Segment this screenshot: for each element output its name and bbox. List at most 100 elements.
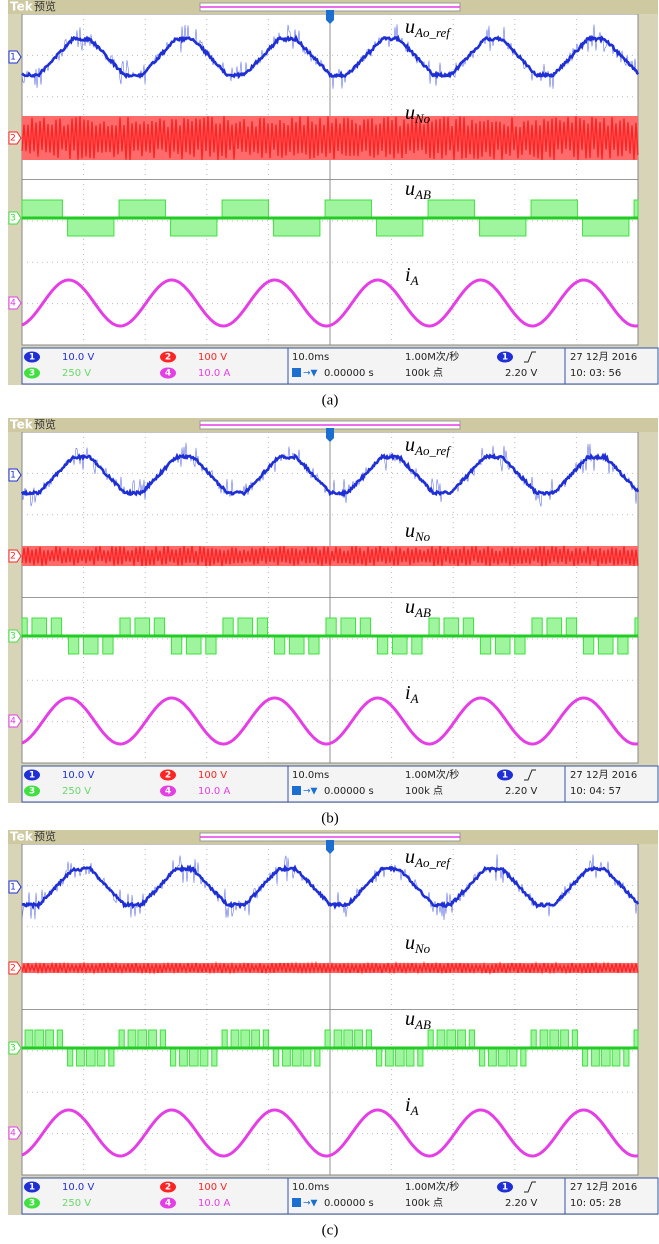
- ch3-pulse: [325, 1030, 330, 1048]
- ch3-pulse: [463, 618, 473, 636]
- ch3-pulse: [206, 636, 216, 654]
- ch3-pulse: [334, 1030, 342, 1048]
- ch3-pulse: [341, 618, 356, 636]
- ch3-pulse: [428, 1030, 433, 1048]
- ch3-pulse: [601, 1048, 610, 1066]
- signal-label-sub: A: [410, 1103, 419, 1118]
- ch3-pulse: [109, 1048, 114, 1066]
- status-badge-label: 2: [165, 1183, 171, 1193]
- trigger-badge-label: 1: [502, 1183, 508, 1193]
- ch3-pulse: [315, 1048, 320, 1066]
- ch3-pulse: [171, 218, 217, 236]
- ch3-pulse: [344, 1030, 353, 1048]
- status-scale: 10.0 A: [198, 368, 230, 379]
- ch3-pulse: [263, 1030, 268, 1048]
- ch3-pulse: [386, 1048, 394, 1066]
- record-length: 100k 点: [405, 367, 443, 379]
- status-scale: 250 V: [62, 368, 91, 379]
- channel-marker: 2: [10, 964, 16, 974]
- status-badge-label: 4: [165, 787, 171, 797]
- ch3-pulse: [566, 618, 576, 636]
- signal-label-base: u: [405, 434, 415, 456]
- channel-marker: 1: [10, 883, 16, 893]
- ch3-pulse: [222, 1030, 227, 1048]
- signal-label-sub: No: [414, 941, 431, 956]
- ch3-pulse: [509, 1048, 517, 1066]
- date: 27 12月 2016: [570, 351, 637, 363]
- channel-marker: 4: [10, 299, 16, 309]
- ch3-pulse: [444, 618, 459, 636]
- timebase: 10.0ms: [292, 352, 329, 363]
- ch3-pulse: [238, 618, 253, 636]
- ch3-pulse: [469, 1030, 474, 1048]
- status-scale: 100 V: [198, 352, 227, 363]
- ch3-pulse: [598, 636, 613, 654]
- ch3-pulse: [406, 1048, 414, 1066]
- signal-label-base: u: [405, 1008, 415, 1030]
- sample-rate: 1.00M次/秒: [405, 768, 459, 781]
- ch3-pulse: [57, 1030, 62, 1048]
- ch3-pulse: [119, 1030, 124, 1048]
- status-badge-label: 1: [29, 771, 35, 781]
- ch3-pulse: [138, 1030, 147, 1048]
- ch3-pulse: [429, 618, 439, 636]
- ch3-pulse: [495, 636, 510, 654]
- ch3-pulse: [68, 218, 114, 236]
- channel-marker: 3: [10, 632, 16, 642]
- ch3-pulse: [212, 1048, 217, 1066]
- signal-label-sub: No: [414, 529, 431, 544]
- ch3-pulse: [135, 618, 150, 636]
- ch3-pulse: [274, 1048, 279, 1066]
- signal-label-base: u: [405, 932, 415, 954]
- ch3-pulse: [274, 636, 284, 654]
- ch3-pulse: [200, 1048, 208, 1066]
- signal-label-sub: Ao_ref: [414, 443, 452, 458]
- ch3-pulse: [583, 218, 629, 236]
- ch3-pulse: [160, 1030, 165, 1048]
- mode: 预览: [34, 829, 56, 843]
- ch3-pulse: [532, 618, 542, 636]
- channel-marker: 2: [10, 134, 16, 144]
- sample-rate: 1.00M次/秒: [405, 350, 459, 363]
- ch3-pulse: [498, 1048, 507, 1066]
- ch3-pulse: [180, 1048, 188, 1066]
- trigger-level: 2.20 V: [505, 786, 537, 797]
- ch3-pulse: [366, 1030, 371, 1048]
- caption: (b): [321, 810, 339, 826]
- status-badge-label: 1: [29, 353, 35, 363]
- ch3-pulse: [583, 636, 593, 654]
- ch3-pulse: [326, 618, 336, 636]
- ch3-pulse: [634, 1030, 638, 1048]
- channel-marker: 4: [10, 1129, 16, 1139]
- ch3-pulse: [583, 1048, 588, 1066]
- channel-marker: 4: [10, 717, 16, 727]
- ch3-pulse: [480, 218, 526, 236]
- timebase: 10.0ms: [292, 1182, 329, 1193]
- page: Tek预览1234uAo_refuNouABiA110.0 V2100 V325…: [0, 0, 659, 1244]
- ch3-pulse: [325, 200, 371, 218]
- brand: Tek: [10, 0, 34, 14]
- signal-label-base: u: [405, 178, 415, 200]
- channel-marker: 1: [10, 53, 16, 63]
- ch3-pulse: [572, 1030, 577, 1048]
- signal-label-sub: Ao_ref: [414, 855, 452, 870]
- ch3-pulse: [309, 636, 319, 654]
- ch3-pulse: [480, 636, 490, 654]
- ch3-pulse: [480, 1048, 485, 1066]
- date: 27 12月 2016: [570, 1181, 637, 1193]
- ch3-pulse: [32, 618, 47, 636]
- signal-label-base: u: [405, 102, 415, 124]
- channel-marker: 3: [10, 1044, 16, 1054]
- ch3-pulse: [547, 618, 562, 636]
- ch3-pulse: [521, 1048, 526, 1066]
- ch3-pulse: [489, 1048, 497, 1066]
- ch3-pulse: [252, 1030, 260, 1048]
- ch3-pulse: [289, 636, 304, 654]
- ch3-pulse: [189, 1048, 198, 1066]
- signal-label-base: u: [405, 16, 415, 38]
- ch3-pulse: [458, 1030, 466, 1048]
- ch3-pulse: [86, 1048, 95, 1066]
- status-scale: 10.0 A: [198, 1198, 230, 1209]
- ch3-pulse: [540, 1030, 548, 1048]
